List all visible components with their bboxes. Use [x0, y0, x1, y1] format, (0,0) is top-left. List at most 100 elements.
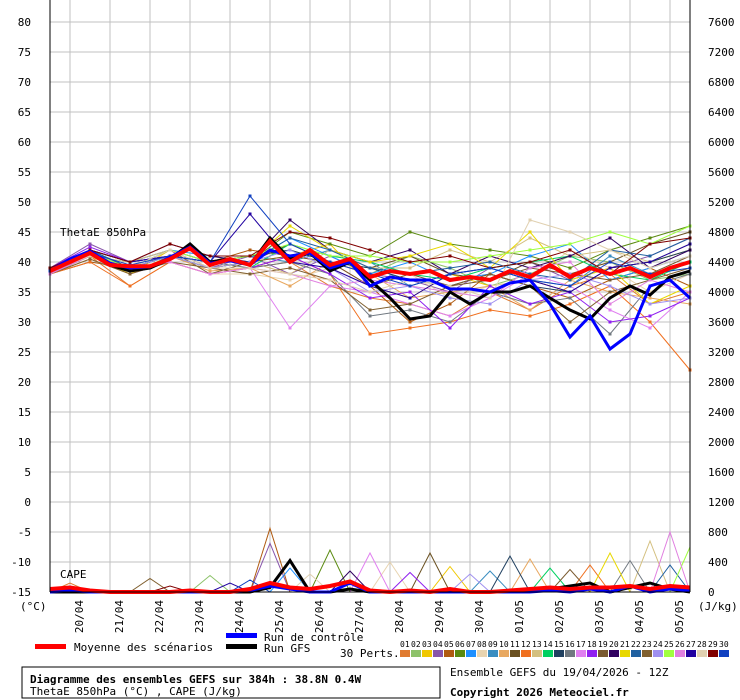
theta-pert-point: [568, 254, 572, 258]
y-tick-label: 35: [18, 286, 31, 299]
theta-pert-point: [328, 278, 332, 282]
theta-pert-point: [488, 248, 492, 252]
title-box: [21, 666, 441, 699]
copyright: Copyright 2026 Meteociel.fr: [450, 686, 629, 699]
y2-tick-label: 5600: [708, 166, 735, 179]
x-tick-label: 03/05: [593, 600, 606, 633]
theta-pert-point: [288, 278, 292, 282]
theta-pert-point: [608, 266, 612, 270]
y2-tick-label: 7600: [708, 16, 735, 29]
theta-pert-point: [88, 257, 92, 261]
theta-pert-point: [248, 254, 252, 258]
theta-pert-point: [568, 284, 572, 288]
theta-pert-point: [488, 296, 492, 300]
theta-pert-point: [608, 236, 612, 240]
pert-legend-label: 18: [587, 640, 597, 649]
pert-legend-swatch: [587, 650, 597, 657]
y2-tick-label: 2400: [708, 406, 735, 419]
x-tick-label: 25/04: [273, 600, 286, 633]
theta-pert-point: [408, 260, 412, 264]
y2-tick-label: 7200: [708, 46, 735, 59]
theta-pert-point: [608, 260, 612, 264]
theta-pert-point: [648, 320, 652, 324]
pert-legend-swatch: [664, 650, 674, 657]
pert-legend-label: 24: [653, 640, 663, 649]
theta-pert-point: [648, 302, 652, 306]
theta-pert-point: [368, 314, 372, 318]
pert-legend-swatch: [543, 650, 553, 657]
legend-perts-label: 30 Perts.: [340, 647, 400, 660]
theta-pert-point: [608, 278, 612, 282]
theta-pert-point: [488, 254, 492, 258]
theta-pert-point: [528, 236, 532, 240]
theta-pert-point: [448, 242, 452, 246]
pert-legend-swatch: [510, 650, 520, 657]
y2-tick-label: 4000: [708, 286, 735, 299]
pert-legend-swatch: [466, 650, 476, 657]
y2-tick-label: 6400: [708, 106, 735, 119]
theta-pert-point: [328, 272, 332, 276]
theta-pert-point: [168, 260, 172, 264]
theta-pert-point: [368, 296, 372, 300]
theta-pert-point: [448, 302, 452, 306]
theta-pert-point: [368, 290, 372, 294]
theta-pert-point: [248, 194, 252, 198]
x-tick-label: 23/04: [193, 600, 206, 633]
theta-pert-point: [648, 272, 652, 276]
pert-legend-swatch: [488, 650, 498, 657]
theta-pert-point: [288, 248, 292, 252]
theta-pert-point: [648, 296, 652, 300]
pert-legend-label: 28: [697, 640, 707, 649]
theta-pert-point: [448, 260, 452, 264]
x-tick-label: 05/05: [673, 600, 686, 633]
y2-tick-label: 1200: [708, 496, 735, 509]
theta-pert-point: [488, 266, 492, 270]
x-tick-label: 24/04: [233, 600, 246, 633]
theta-pert-point: [328, 236, 332, 240]
y2-tick-label: 4800: [708, 226, 735, 239]
pert-legend-label: 03: [422, 640, 432, 649]
theta-mean-line: [49, 237, 691, 283]
theta-pert-point: [488, 302, 492, 306]
theta-pert-point: [568, 296, 572, 300]
pert-legend-label: 09: [488, 640, 498, 649]
pert-legend-swatch: [433, 650, 443, 657]
x-tick-label: 22/04: [153, 600, 166, 633]
pert-legend-label: 12: [521, 640, 531, 649]
y-axis-right: 7600720068006400600056005200480044004000…: [708, 16, 735, 599]
x-tick-label: 04/05: [633, 600, 646, 633]
y-tick-label: 45: [18, 226, 31, 239]
pert-legend-label: 20: [609, 640, 619, 649]
theta-pert-point: [608, 332, 612, 336]
pert-legend-swatch: [477, 650, 487, 657]
chart-subtitle: ThetaE 850hPa (°C) , CAPE (J/kg): [30, 685, 242, 698]
theta-pert-point: [568, 290, 572, 294]
x-tick-label: 26/04: [313, 600, 326, 633]
theta-pert-point: [248, 248, 252, 252]
pert-legend-label: 16: [565, 640, 575, 649]
theta-pert-point: [168, 242, 172, 246]
y2-tick-label: 3600: [708, 316, 735, 329]
x-tick-label: 21/04: [113, 600, 126, 633]
pert-legend-swatch: [631, 650, 641, 657]
pert-legend-swatch: [708, 650, 718, 657]
y2-tick-label: 4400: [708, 256, 735, 269]
theta-pert-point: [568, 278, 572, 282]
pert-legend-label: 07: [466, 640, 476, 649]
cape-pert-05: [50, 526, 690, 593]
pert-legend-label: 15: [554, 640, 564, 649]
theta-pert-point: [368, 260, 372, 264]
theta-pert-point: [488, 272, 492, 276]
theta-pert-point: [368, 272, 372, 276]
y-tick-label: -15: [11, 586, 31, 599]
pert-legend-swatch: [653, 650, 663, 657]
theta-pert-point: [368, 332, 372, 336]
pert-legend-swatch: [455, 650, 465, 657]
theta-pert-point: [288, 230, 292, 234]
pert-legend-swatch: [697, 650, 707, 657]
theta-pert-point: [328, 242, 332, 246]
pert-legend-label: 08: [477, 640, 487, 649]
theta-pert-point: [568, 266, 572, 270]
theta-pert-point: [608, 302, 612, 306]
